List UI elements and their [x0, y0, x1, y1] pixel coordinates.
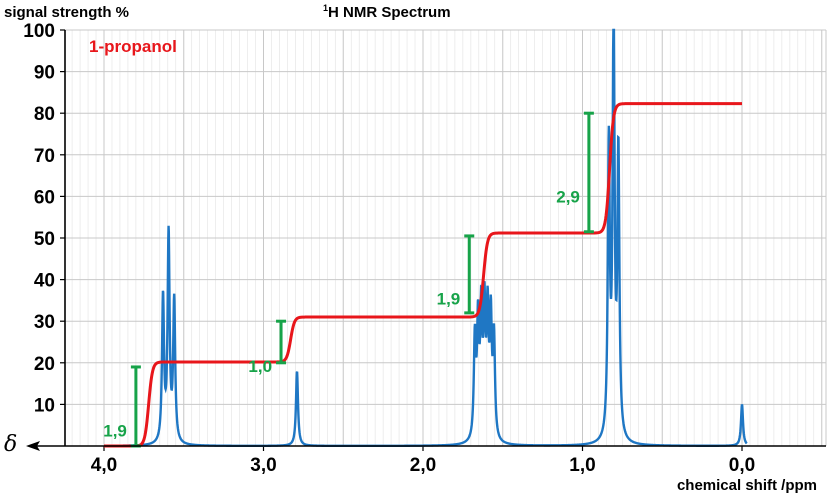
chart-title: 1H NMR Spectrum — [323, 3, 451, 21]
compound-label: 1-propanol — [89, 37, 177, 56]
integration-bars: 1,9 1,0 1,9 2,9 — [103, 111, 594, 448]
integration-label: 2,9 — [556, 187, 580, 206]
y-tick-label: 40 — [34, 271, 55, 292]
y-tick-label: 90 — [34, 63, 55, 84]
integration-label: 1,9 — [437, 289, 461, 308]
chart-title-superscript: 1 — [323, 3, 328, 13]
y-tick-label: 80 — [34, 104, 55, 125]
y-tick-label: 30 — [34, 312, 55, 333]
y-axis-label: signal strength % — [4, 4, 129, 21]
chart-title-text: H NMR Spectrum — [328, 4, 451, 21]
x-axis-ticks: 4,0 3,0 2,0 1,0 0,0 — [91, 446, 755, 476]
y-tick-label: 100 — [23, 21, 55, 42]
x-tick-label: 4,0 — [91, 455, 117, 476]
x-tick-label: 2,0 — [410, 455, 436, 476]
x-tick-label: 1,0 — [569, 455, 595, 476]
major-gridlines — [65, 29, 827, 446]
y-axis-ticks: 10 20 30 40 50 60 70 80 90 100 — [23, 21, 65, 416]
y-tick-label: 70 — [34, 146, 55, 167]
y-tick-label: 60 — [34, 187, 55, 208]
integration-curve — [104, 102, 742, 448]
integration-label: 1,0 — [248, 357, 272, 376]
x-axis-label: chemical shift /ppm — [677, 477, 817, 494]
delta-symbol: δ — [4, 432, 17, 457]
x-axis-arrowhead — [26, 441, 40, 451]
y-tick-label: 20 — [34, 354, 55, 375]
x-tick-label: 0,0 — [729, 455, 755, 476]
y-tick-label: 50 — [34, 229, 55, 250]
y-tick-label: 10 — [34, 395, 55, 416]
x-tick-label: 3,0 — [250, 455, 276, 476]
integration-label: 1,9 — [103, 421, 127, 440]
